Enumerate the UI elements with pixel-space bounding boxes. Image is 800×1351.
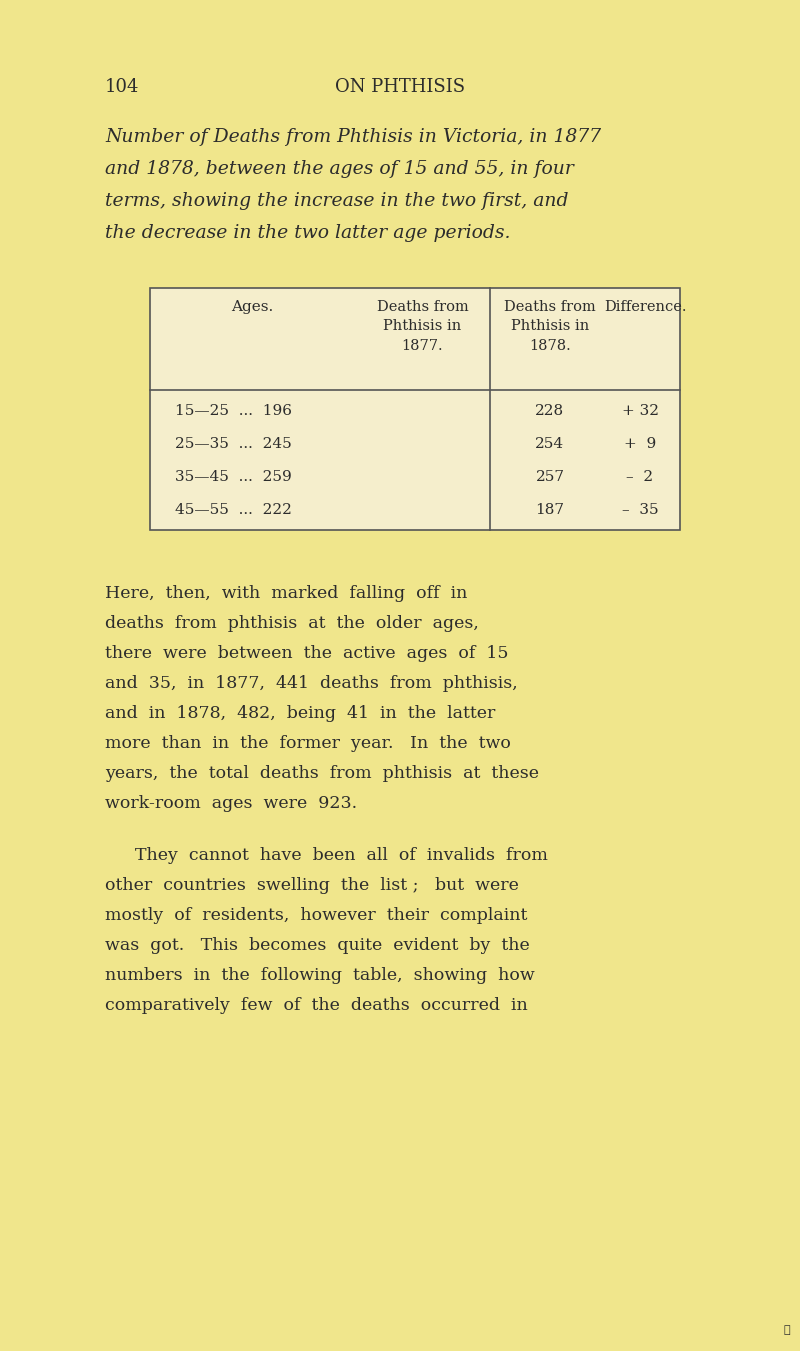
Text: was  got.   This  becomes  quite  evident  by  the: was got. This becomes quite evident by t… (105, 938, 530, 954)
Text: work-room  ages  were  923.: work-room ages were 923. (105, 794, 357, 812)
Text: the decrease in the two latter age periods.: the decrease in the two latter age perio… (105, 224, 510, 242)
Text: Ages.: Ages. (231, 300, 274, 313)
Text: They  cannot  have  been  all  of  invalids  from: They cannot have been all of invalids fr… (135, 847, 548, 865)
Text: 35—45  ...  259: 35—45 ... 259 (175, 470, 292, 484)
Text: Here,  then,  with  marked  falling  off  in: Here, then, with marked falling off in (105, 585, 467, 603)
Text: there  were  between  the  active  ages  of  15: there were between the active ages of 15 (105, 644, 509, 662)
Text: –  35: – 35 (622, 503, 658, 517)
Text: 257: 257 (535, 470, 565, 484)
Text: Deaths from
Phthisis in
1878.: Deaths from Phthisis in 1878. (504, 300, 596, 353)
Text: + 32: + 32 (622, 404, 658, 417)
Text: 254: 254 (535, 436, 565, 451)
Text: comparatively  few  of  the  deaths  occurred  in: comparatively few of the deaths occurred… (105, 997, 528, 1015)
Text: 45—55  ...  222: 45—55 ... 222 (175, 503, 292, 517)
Text: –  2: – 2 (626, 470, 654, 484)
Text: mostly  of  residents,  however  their  complaint: mostly of residents, however their compl… (105, 907, 527, 924)
Text: +  9: + 9 (624, 436, 656, 451)
Text: other  countries  swelling  the  list ;   but  were: other countries swelling the list ; but … (105, 877, 519, 894)
Text: Deaths from
Phthisis in
1877.: Deaths from Phthisis in 1877. (377, 300, 468, 353)
Text: and 1878, between the ages of 15 and 55, in four: and 1878, between the ages of 15 and 55,… (105, 159, 574, 178)
Text: and  in  1878,  482,  being  41  in  the  latter: and in 1878, 482, being 41 in the latter (105, 705, 495, 721)
Text: 228: 228 (535, 404, 565, 417)
Text: years,  the  total  deaths  from  phthisis  at  these: years, the total deaths from phthisis at… (105, 765, 539, 782)
Bar (150, 288, 680, 530)
Text: ON PHTHISIS: ON PHTHISIS (335, 78, 465, 96)
Text: deaths  from  phthisis  at  the  older  ages,: deaths from phthisis at the older ages, (105, 615, 479, 632)
Text: 104: 104 (105, 78, 139, 96)
Text: 15—25  ...  196: 15—25 ... 196 (175, 404, 292, 417)
Text: terms, showing the increase in the two first, and: terms, showing the increase in the two f… (105, 192, 569, 209)
Text: 187: 187 (535, 503, 565, 517)
Text: Number of Deaths from Phthisis in Victoria, in 1877: Number of Deaths from Phthisis in Victor… (105, 128, 601, 146)
Text: ★: ★ (783, 1325, 790, 1335)
Text: numbers  in  the  following  table,  showing  how: numbers in the following table, showing … (105, 967, 534, 984)
Text: Difference.: Difference. (604, 300, 686, 313)
Text: 25—35  ...  245: 25—35 ... 245 (175, 436, 292, 451)
Text: more  than  in  the  former  year.   In  the  two: more than in the former year. In the two (105, 735, 511, 753)
Text: and  35,  in  1877,  441  deaths  from  phthisis,: and 35, in 1877, 441 deaths from phthisi… (105, 676, 518, 692)
